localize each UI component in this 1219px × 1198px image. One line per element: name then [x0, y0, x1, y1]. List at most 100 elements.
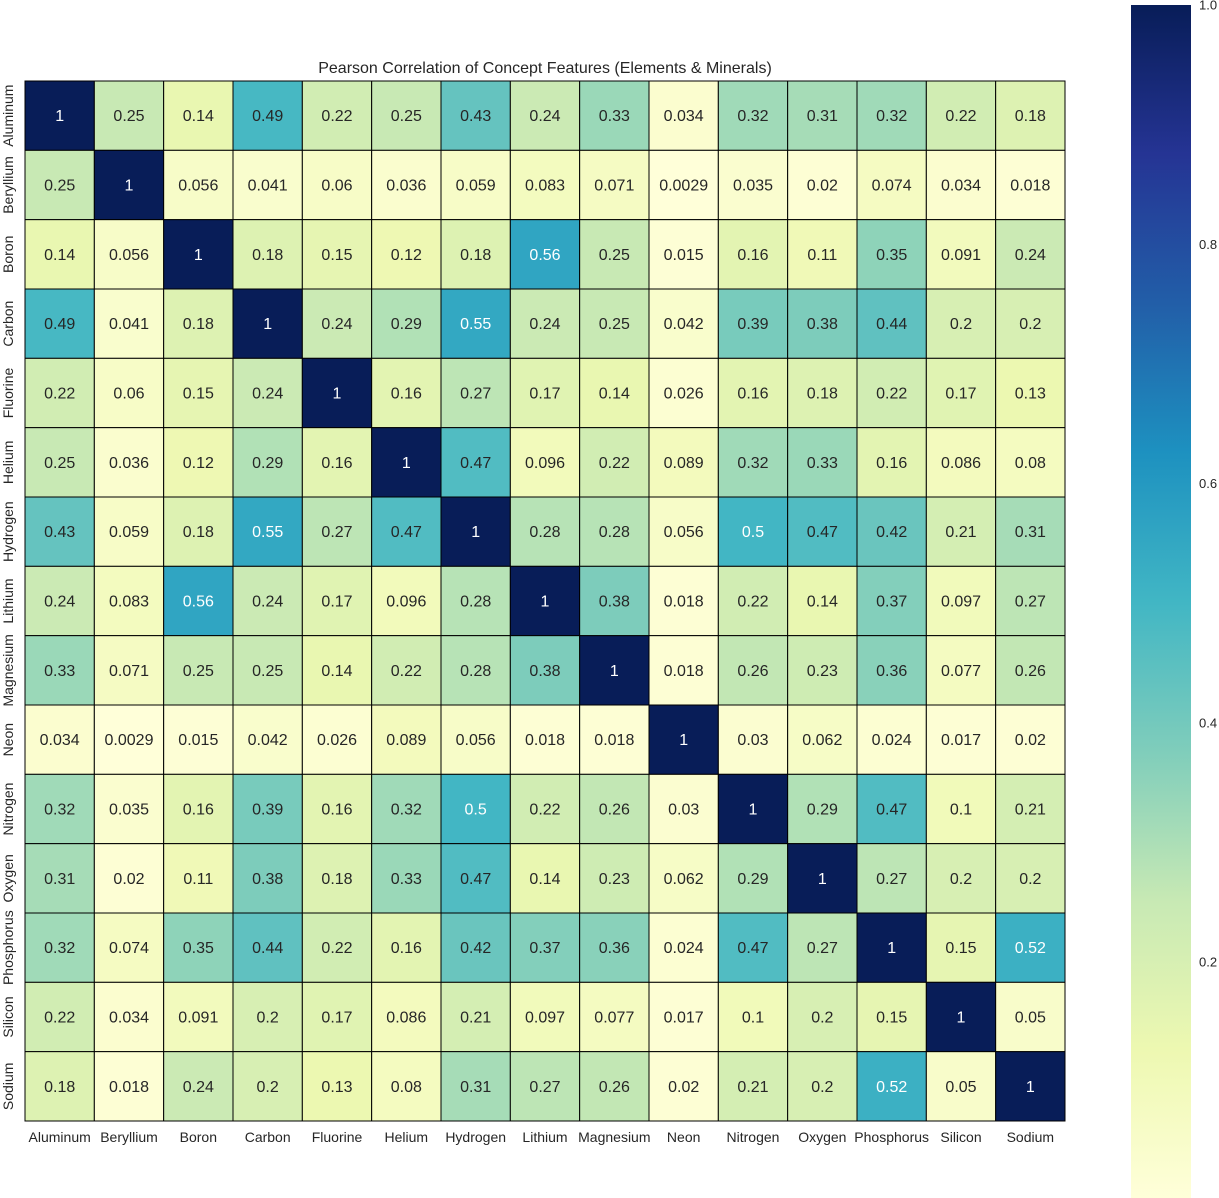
y-tick-label-nitrogen: Nitrogen	[0, 783, 16, 836]
heatmap-cell-hydrogen-phosphorus	[856, 496, 927, 567]
heatmap-cell-boron-neon	[648, 219, 719, 290]
heatmap-cell-silicon-sodium	[995, 981, 1066, 1053]
heatmap-cell-sodium-sodium	[995, 1051, 1066, 1122]
cell-value-label: 0.24	[529, 108, 560, 125]
cell-value-label: 0.11	[807, 247, 837, 264]
x-tick-label-sodium: Sodium	[1007, 1129, 1054, 1145]
x-tick-label-carbon: Carbon	[245, 1129, 291, 1145]
cell-value-label: 0.071	[109, 663, 149, 680]
heatmap-cell-lithium-phosphorus	[856, 565, 927, 637]
cell-value-label: 0.086	[386, 1010, 426, 1027]
heatmap-cell-beryllium-boron	[163, 149, 234, 221]
cell-value-label: 0.14	[807, 594, 838, 611]
cell-value-label: 0.21	[737, 1079, 768, 1096]
cell-value-label: 0.16	[321, 802, 352, 819]
heatmap-cell-sodium-hydrogen	[440, 1051, 511, 1122]
heatmap-cell-boron-fluorine	[301, 219, 373, 290]
heatmap-cell-carbon-lithium	[509, 288, 581, 359]
heatmap-cell-carbon-carbon	[232, 288, 303, 359]
heatmap-cell-lithium-hydrogen	[440, 565, 511, 637]
cell-value-label: 0.16	[391, 386, 422, 403]
heatmap-cell-nitrogen-silicon	[925, 773, 997, 845]
cell-value-label: 0.35	[876, 247, 907, 264]
cell-value-label: 0.24	[1015, 247, 1046, 264]
cell-value-label: 0.27	[1015, 594, 1046, 611]
heatmap-cell-boron-helium	[371, 219, 442, 290]
cell-value-label: 0.026	[664, 386, 704, 403]
heatmap-cell-helium-lithium	[509, 427, 581, 498]
heatmap-cell-hydrogen-beryllium	[93, 496, 165, 567]
cell-value-label: 0.13	[321, 1079, 352, 1096]
heatmap-cell-phosphorus-sodium	[995, 912, 1066, 983]
heatmap-cell-helium-oxygen	[787, 427, 858, 498]
heatmap-cell-oxygen-oxygen	[787, 843, 858, 914]
heatmap-cell-beryllium-aluminum	[24, 149, 95, 221]
heatmap-cell-sodium-carbon	[232, 1051, 303, 1122]
heatmap-cell-phosphorus-beryllium	[93, 912, 165, 983]
heatmap-cell-neon-silicon	[925, 704, 997, 775]
heatmap-cell-magnesium-helium	[371, 635, 442, 706]
cell-value-label: 0.034	[941, 178, 981, 195]
cell-value-label: 0.18	[807, 386, 838, 403]
cell-value-label: 0.43	[44, 524, 75, 541]
heatmap-cell-hydrogen-lithium	[509, 496, 581, 567]
cell-value-label: 0.43	[460, 108, 491, 125]
colorbar-tick-label: 1.0	[1199, 0, 1217, 13]
x-tick-label-hydrogen: Hydrogen	[445, 1129, 506, 1145]
heatmap-cell-aluminum-carbon	[232, 80, 303, 151]
cell-value-label: 0.22	[44, 386, 75, 403]
heatmap-cell-sodium-magnesium	[579, 1051, 650, 1122]
cell-value-label: 0.38	[252, 871, 283, 888]
heatmap-cell-oxygen-aluminum	[24, 843, 95, 914]
heatmap-cell-lithium-fluorine	[301, 565, 373, 637]
cell-value-label: 0.22	[945, 108, 976, 125]
heatmap-cell-hydrogen-aluminum	[24, 496, 95, 567]
heatmap-cell-helium-helium	[371, 427, 442, 498]
heatmap-cell-boron-sodium	[995, 219, 1066, 290]
cell-value-label: 0.25	[44, 455, 75, 472]
heatmap-cell-aluminum-boron	[163, 80, 234, 151]
cell-value-label: 0.12	[391, 247, 422, 264]
cell-value-label: 0.15	[945, 940, 976, 957]
cell-value-label: 0.02	[807, 178, 838, 195]
cell-value-label: 0.23	[599, 871, 630, 888]
heatmap-cell-lithium-beryllium	[93, 565, 165, 637]
cell-value-label: 0.27	[321, 524, 352, 541]
cell-value-label: 0.097	[525, 1010, 565, 1027]
heatmap-cell-magnesium-neon	[648, 635, 719, 706]
cell-value-label: 0.42	[460, 940, 491, 957]
cell-value-label: 0.16	[391, 940, 422, 957]
cell-value-label: 0.55	[460, 316, 491, 333]
heatmap-cell-fluorine-aluminum	[24, 357, 95, 429]
cell-value-label: 0.034	[664, 108, 704, 125]
heatmap-cell-magnesium-sodium	[995, 635, 1066, 706]
cell-value-label: 0.077	[941, 663, 981, 680]
cell-value-label: 0.2	[257, 1010, 279, 1027]
colorbar-tick-label: 0.4	[1199, 715, 1217, 730]
y-tick-label-beryllium: Beryllium	[0, 156, 16, 214]
cell-value-label: 0.44	[252, 940, 283, 957]
heatmap-cell-oxygen-beryllium	[93, 843, 165, 914]
heatmap-cell-beryllium-carbon	[232, 149, 303, 221]
heatmap-cell-phosphorus-hydrogen	[440, 912, 511, 983]
cell-value-label: 0.024	[872, 732, 912, 749]
heatmap-cell-nitrogen-lithium	[509, 773, 581, 845]
heatmap-cell-fluorine-neon	[648, 357, 719, 429]
heatmap-cell-magnesium-carbon	[232, 635, 303, 706]
cell-value-label: 0.26	[1015, 663, 1046, 680]
cell-value-label: 0.14	[529, 871, 560, 888]
cell-value-label: 0.22	[321, 940, 352, 957]
heatmap-cell-beryllium-silicon	[925, 149, 997, 221]
colorbar-gradient	[1131, 5, 1191, 1198]
heatmap-cell-nitrogen-nitrogen	[717, 773, 789, 845]
cell-value-label: 0.16	[321, 455, 352, 472]
cell-value-label: 0.25	[599, 247, 630, 264]
cell-value-label: 0.02	[668, 1079, 699, 1096]
cell-value-label: 0.036	[109, 455, 149, 472]
cell-value-label: 0.31	[1015, 524, 1046, 541]
heatmap-cell-phosphorus-lithium	[509, 912, 581, 983]
cell-value-label: 0.47	[460, 871, 491, 888]
cell-value-label: 0.2	[811, 1079, 833, 1096]
heatmap-cell-magnesium-hydrogen	[440, 635, 511, 706]
x-tick-label-silicon: Silicon	[940, 1129, 981, 1145]
